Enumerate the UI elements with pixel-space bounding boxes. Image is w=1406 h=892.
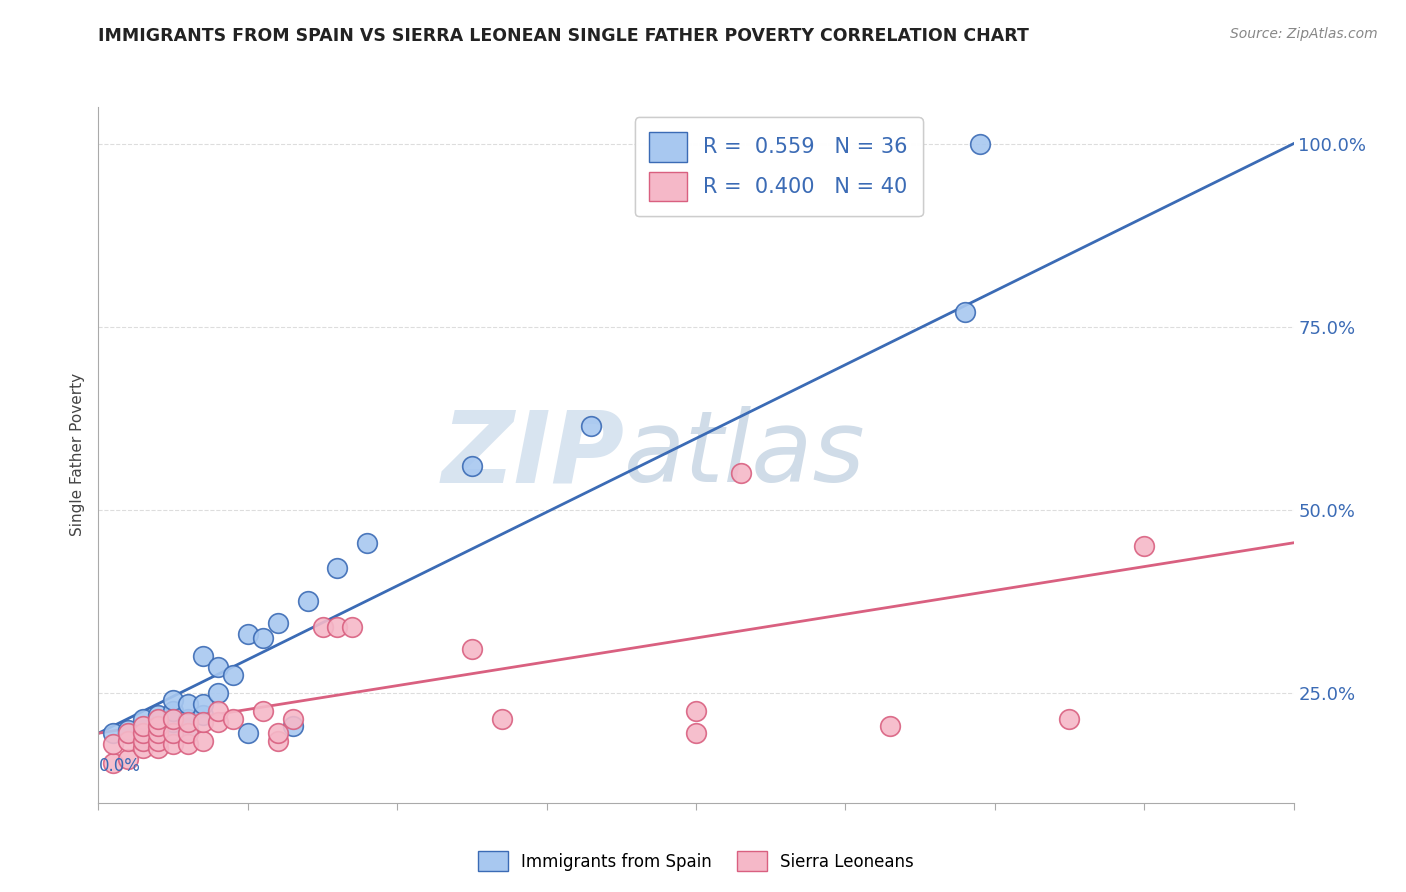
- Point: [356, 536, 378, 550]
- Point: [162, 726, 184, 740]
- Point: [267, 733, 290, 747]
- Point: [162, 726, 184, 740]
- Point: [1133, 540, 1156, 554]
- Point: [117, 733, 139, 747]
- Point: [342, 620, 364, 634]
- Point: [162, 704, 184, 718]
- Point: [461, 458, 484, 473]
- Point: [207, 715, 229, 730]
- Point: [177, 712, 200, 726]
- Point: [326, 620, 349, 634]
- Point: [148, 719, 170, 733]
- Point: [117, 723, 139, 737]
- Point: [191, 649, 214, 664]
- Point: [162, 712, 184, 726]
- Legend: R =  0.559   N = 36, R =  0.400   N = 40: R = 0.559 N = 36, R = 0.400 N = 40: [634, 118, 922, 216]
- Point: [177, 715, 200, 730]
- Point: [685, 704, 707, 718]
- Point: [148, 733, 170, 747]
- Point: [177, 723, 200, 737]
- Point: [103, 726, 125, 740]
- Point: [132, 712, 155, 726]
- Point: [162, 715, 184, 730]
- Text: atlas: atlas: [624, 407, 866, 503]
- Text: IMMIGRANTS FROM SPAIN VS SIERRA LEONEAN SINGLE FATHER POVERTY CORRELATION CHART: IMMIGRANTS FROM SPAIN VS SIERRA LEONEAN …: [98, 27, 1029, 45]
- Point: [162, 737, 184, 751]
- Point: [222, 712, 245, 726]
- Point: [207, 704, 229, 718]
- Text: ZIP: ZIP: [441, 407, 624, 503]
- Text: Source: ZipAtlas.com: Source: ZipAtlas.com: [1230, 27, 1378, 41]
- Point: [1059, 712, 1081, 726]
- Point: [685, 726, 707, 740]
- Point: [461, 642, 484, 657]
- Point: [162, 693, 184, 707]
- Point: [267, 616, 290, 631]
- Point: [148, 723, 170, 737]
- Point: [191, 697, 214, 711]
- Point: [132, 719, 155, 733]
- Point: [969, 136, 991, 151]
- Point: [132, 733, 155, 747]
- Point: [207, 660, 229, 674]
- Point: [281, 719, 304, 733]
- Point: [177, 726, 200, 740]
- Point: [132, 723, 155, 737]
- Point: [953, 305, 976, 319]
- Point: [132, 730, 155, 744]
- Point: [148, 740, 170, 755]
- Point: [148, 726, 170, 740]
- Point: [177, 737, 200, 751]
- Point: [162, 723, 184, 737]
- Point: [222, 667, 245, 681]
- Point: [132, 740, 155, 755]
- Point: [148, 726, 170, 740]
- Point: [132, 726, 155, 740]
- Point: [730, 467, 752, 481]
- Point: [148, 712, 170, 726]
- Point: [281, 712, 304, 726]
- Point: [103, 737, 125, 751]
- Point: [191, 715, 214, 730]
- Text: 0.0%: 0.0%: [98, 757, 141, 775]
- Point: [191, 707, 214, 722]
- Point: [177, 697, 200, 711]
- Point: [252, 631, 274, 645]
- Point: [311, 620, 333, 634]
- Point: [236, 627, 259, 641]
- Point: [132, 733, 155, 747]
- Point: [252, 704, 274, 718]
- Point: [191, 733, 214, 747]
- Point: [117, 752, 139, 766]
- Point: [297, 594, 319, 608]
- Point: [236, 726, 259, 740]
- Point: [117, 726, 139, 740]
- Point: [103, 756, 125, 770]
- Y-axis label: Single Father Poverty: Single Father Poverty: [69, 374, 84, 536]
- Point: [491, 712, 513, 726]
- Point: [207, 686, 229, 700]
- Point: [326, 561, 349, 575]
- Point: [267, 726, 290, 740]
- Point: [581, 418, 603, 433]
- Point: [148, 707, 170, 722]
- Point: [117, 726, 139, 740]
- Point: [879, 719, 901, 733]
